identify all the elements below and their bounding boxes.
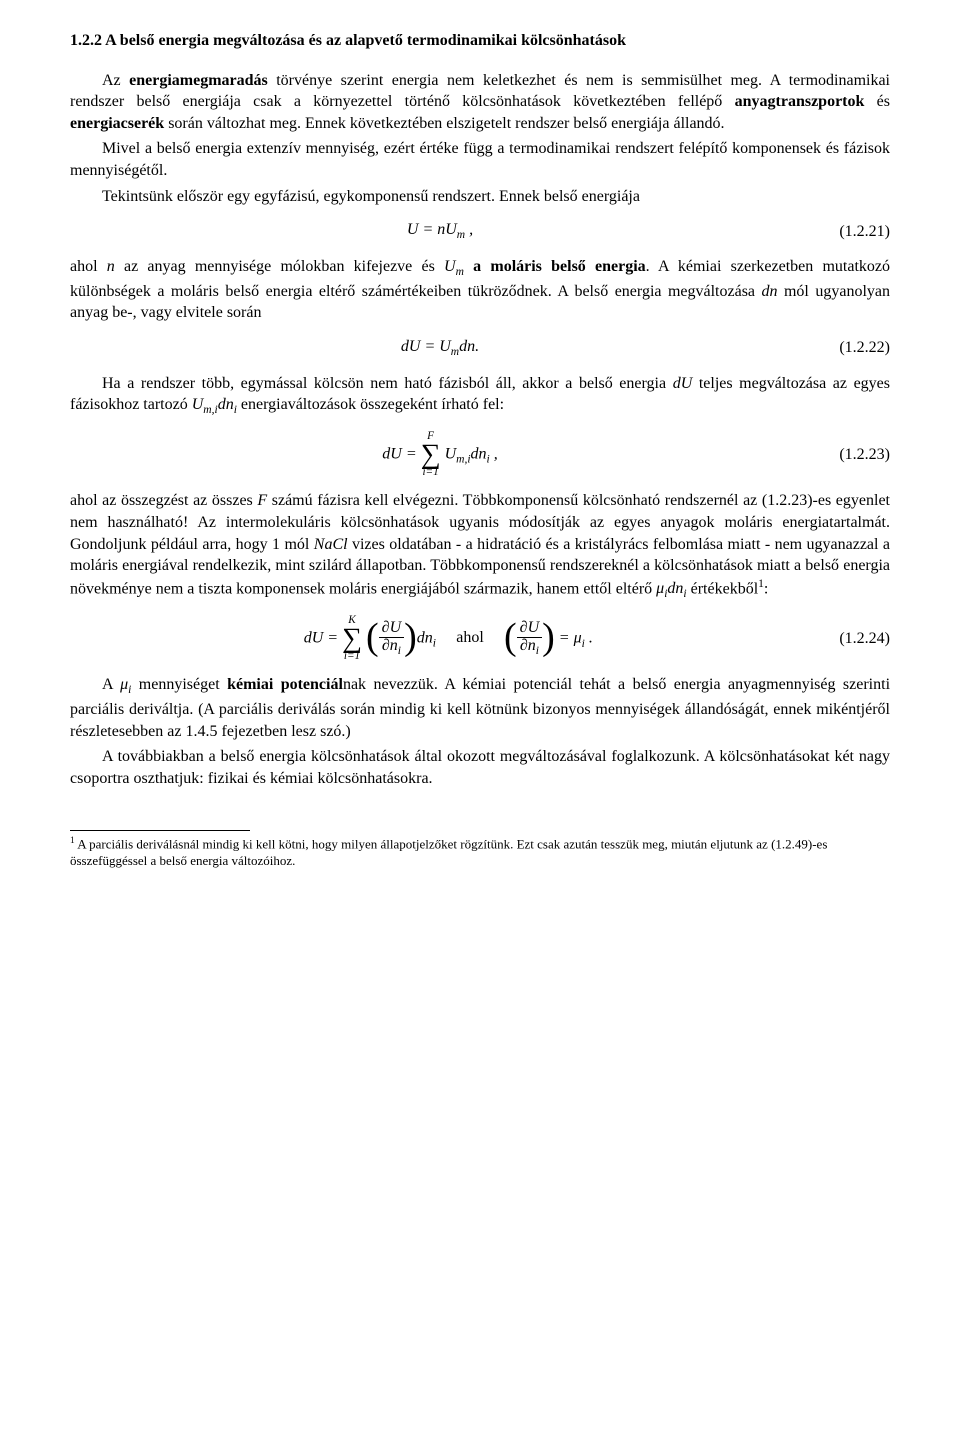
bold-kemiai-potencial: kémiai potenciál: [227, 676, 343, 693]
paragraph-2: Mivel a belső energia extenzív mennyiség…: [70, 138, 890, 181]
bold-energiamegmaradas: energiamegmaradás: [129, 72, 268, 89]
equation-body: dU = K ∑ i=1 (∂U∂ni)dni ahol (∂U∂ni) = μ…: [70, 615, 810, 663]
text: A: [102, 676, 120, 693]
text: :: [764, 580, 768, 597]
paragraph-6: ahol az összegzést az összes F számú fáz…: [70, 490, 890, 602]
text: energiaváltozások összegeként írható fel…: [237, 396, 504, 413]
bold-molaris-belso-energia: a moláris belső energia: [464, 258, 646, 275]
section-heading: 1.2.2 A belső energia megváltozása és az…: [70, 30, 890, 52]
text: Az: [102, 72, 129, 89]
paragraph-4: ahol n az anyag mennyisége mólokban kife…: [70, 256, 890, 324]
bold-anyagtranszportok: anyagtranszportok: [735, 93, 865, 110]
paragraph-8: A továbbiakban a belső energia kölcsönha…: [70, 746, 890, 789]
text: ahol: [70, 258, 107, 275]
footnote-1: 1 A parciális deriválásnál mindig ki kel…: [70, 835, 890, 870]
text: az anyag mennyisége mólokban kifejezve é…: [115, 258, 444, 275]
bold-energiacserek: energiacserék: [70, 115, 164, 132]
equation-number: (1.2.23): [810, 444, 890, 466]
text: és: [864, 93, 890, 110]
equation-1-2-21: U = nUm , (1.2.21): [70, 219, 890, 244]
paragraph-1: Az energiamegmaradás törvénye szerint en…: [70, 70, 890, 135]
text: ahol az összegzést az összes: [70, 492, 257, 509]
paragraph-5: Ha a rendszer több, egymással kölcsön ne…: [70, 373, 890, 419]
text: során változhat meg. Ennek következtében…: [164, 115, 724, 132]
equation-body: dU = F ∑ i=1 Um,idni ,: [70, 431, 810, 479]
text: értékekből: [687, 580, 759, 597]
equation-1-2-23: dU = F ∑ i=1 Um,idni , (1.2.23): [70, 431, 890, 479]
equation-body: U = nUm ,: [70, 219, 810, 244]
text: mennyiséget: [131, 676, 227, 693]
equation-ahol: ahol: [440, 627, 500, 649]
equation-number: (1.2.22): [810, 337, 890, 359]
footnote-text: A parciális deriválásnál mindig ki kell …: [70, 836, 827, 869]
equation-1-2-22: dU = Umdn. (1.2.22): [70, 336, 890, 361]
equation-1-2-24: dU = K ∑ i=1 (∂U∂ni)dni ahol (∂U∂ni) = μ…: [70, 615, 890, 663]
paragraph-7: A μi mennyiséget kémiai potenciálnak nev…: [70, 674, 890, 742]
text: Ha a rendszer több, egymással kölcsön ne…: [102, 375, 673, 392]
paragraph-3: Tekintsünk először egy egyfázisú, egykom…: [70, 186, 890, 208]
equation-body: dU = Umdn.: [70, 336, 810, 361]
equation-number: (1.2.24): [810, 628, 890, 650]
equation-number: (1.2.21): [810, 221, 890, 243]
footnote-separator: [70, 830, 250, 831]
